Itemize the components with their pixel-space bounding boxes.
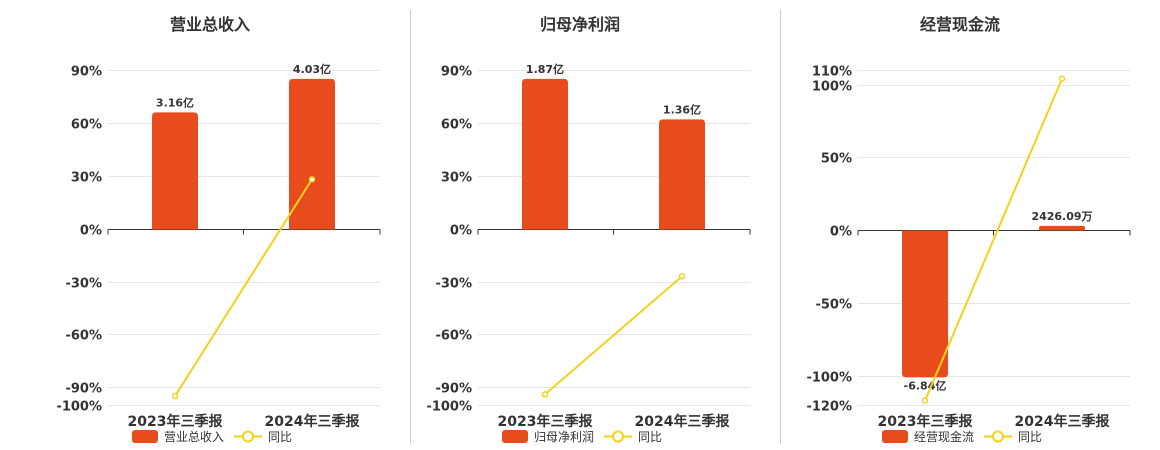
bar-data-label: 2426.09万 — [1031, 210, 1092, 223]
legend-line-marker — [992, 430, 1005, 443]
x-tick-label: 2024年三季报 — [265, 413, 360, 430]
y-tick-label: 110% — [812, 65, 852, 80]
line-point — [308, 176, 316, 183]
line-point — [1058, 75, 1066, 82]
chart-title: 经营现金流 — [920, 15, 1000, 34]
legend-bar-swatch — [502, 430, 528, 443]
chart-panel: 营业总收入 90% 60% 30% 0% -30% -60% -90% -100% 3.16亿 4.… — [56, 15, 381, 444]
bar — [659, 119, 705, 230]
line-point — [921, 397, 929, 404]
y-tick-label: -100% — [806, 371, 852, 386]
y-tick-label: -60% — [435, 329, 472, 344]
y-tick-label: 30% — [71, 171, 102, 186]
x-tick-label: 2023年三季报 — [498, 413, 593, 430]
y-tick-label: 50% — [821, 152, 852, 167]
y-tick-label: -30% — [435, 277, 472, 292]
bar — [522, 78, 568, 230]
legend-line-marker — [612, 430, 625, 443]
legend-line-label: 同比 — [268, 430, 292, 444]
line-point — [678, 273, 686, 280]
y-tick-label: 90% — [441, 65, 472, 80]
bar-data-label: 3.16亿 — [156, 95, 194, 109]
bar — [902, 230, 948, 378]
line-point — [171, 392, 179, 400]
y-tick-label: -90% — [65, 382, 102, 397]
bar-data-label: 1.87亿 — [526, 62, 564, 76]
legend-bar-label: 归母净利润 — [534, 430, 594, 444]
bar-data-label: -6.84亿 — [904, 378, 947, 392]
legend-line-label: 同比 — [1018, 430, 1042, 444]
y-tick-label: -90% — [435, 382, 472, 397]
legend-bar-swatch — [132, 430, 158, 443]
line-series — [174, 178, 313, 397]
y-tick-label: 0% — [80, 224, 102, 239]
y-tick-label: 90% — [71, 65, 102, 80]
legend-bar-swatch — [882, 430, 908, 443]
y-tick-label: 100% — [812, 80, 852, 95]
legend-line-label: 同比 — [638, 430, 662, 444]
y-tick-label: 30% — [441, 171, 472, 186]
bar-data-label: 1.36亿 — [663, 102, 701, 116]
y-tick-label: -120% — [806, 400, 852, 415]
x-tick-label: 2023年三季报 — [878, 413, 973, 430]
chart-title: 归母净利润 — [540, 15, 620, 34]
legend-bar-label: 营业总收入 — [164, 430, 224, 444]
y-tick-label: 0% — [450, 224, 472, 239]
line-series — [924, 78, 1063, 402]
y-tick-label: -100% — [56, 400, 102, 415]
line-point — [541, 391, 549, 398]
chart-title: 营业总收入 — [170, 15, 250, 34]
bar-data-label: 4.03亿 — [293, 62, 331, 76]
y-tick-label: -60% — [65, 329, 102, 344]
x-tick-label: 2024年三季报 — [1015, 413, 1110, 430]
y-tick-label: -100% — [426, 400, 472, 415]
bar — [152, 112, 198, 230]
chart-panel: 归母净利润 90% 60% 30% 0% -30% -60% -90% -100% 1.87亿 1.… — [426, 15, 751, 444]
line-series — [544, 275, 683, 396]
chart-panel: 经营现金流 110%100% 50% 0% -50% -100% -120% -6.84亿 24… — [806, 15, 1131, 444]
y-tick-label: -50% — [815, 298, 852, 313]
x-tick-label: 2023年三季报 — [128, 413, 223, 430]
bar — [1039, 225, 1085, 231]
y-tick-label: -30% — [65, 277, 102, 292]
legend-line-marker — [242, 430, 255, 443]
x-tick-label: 2024年三季报 — [635, 413, 730, 430]
y-tick-label: 0% — [830, 225, 852, 240]
y-tick-label: 60% — [71, 118, 102, 133]
bar — [289, 78, 335, 230]
y-tick-label: 60% — [441, 118, 472, 133]
legend-bar-label: 经营现金流 — [914, 429, 974, 444]
